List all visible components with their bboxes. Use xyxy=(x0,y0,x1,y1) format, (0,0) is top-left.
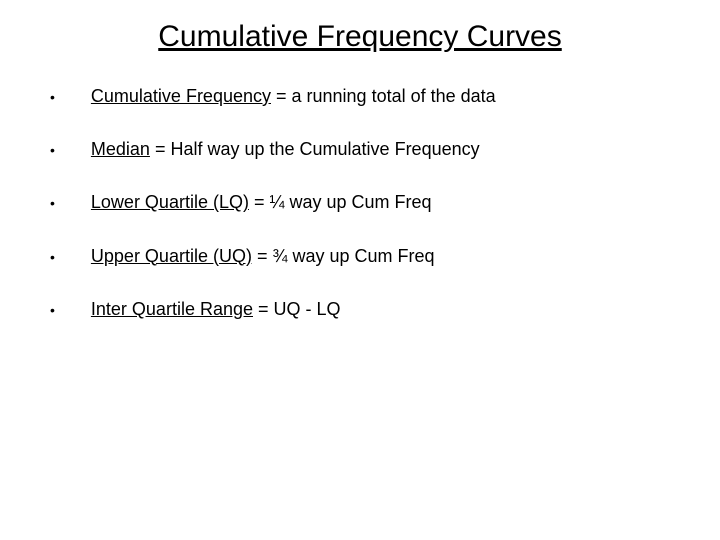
list-item: • Median = Half way up the Cumulative Fr… xyxy=(50,137,680,162)
list-item: • Inter Quartile Range = UQ - LQ xyxy=(50,297,680,322)
definition: = ¾ way up Cum Freq xyxy=(252,246,435,266)
slide-title: Cumulative Frequency Curves xyxy=(40,20,680,54)
definition: = a running total of the data xyxy=(271,86,496,106)
term: Lower Quartile (LQ) xyxy=(91,192,249,212)
list-item-text: Upper Quartile (UQ) = ¾ way up Cum Freq xyxy=(91,244,680,269)
list-item-text: Lower Quartile (LQ) = ¼ way up Cum Freq xyxy=(91,190,680,215)
list-item: • Lower Quartile (LQ) = ¼ way up Cum Fre… xyxy=(50,190,680,215)
list-item-text: Inter Quartile Range = UQ - LQ xyxy=(91,297,680,322)
term: Inter Quartile Range xyxy=(91,299,253,319)
definition: = ¼ way up Cum Freq xyxy=(249,192,432,212)
list-item: • Upper Quartile (UQ) = ¾ way up Cum Fre… xyxy=(50,244,680,269)
definition: = Half way up the Cumulative Frequency xyxy=(150,139,480,159)
term: Median xyxy=(91,139,150,159)
term: Cumulative Frequency xyxy=(91,86,271,106)
bullet-icon: • xyxy=(50,301,55,321)
list-item: • Cumulative Frequency = a running total… xyxy=(50,84,680,109)
bullet-icon: • xyxy=(50,88,55,108)
list-item-text: Cumulative Frequency = a running total o… xyxy=(91,84,680,109)
bullet-icon: • xyxy=(50,141,55,161)
list-item-text: Median = Half way up the Cumulative Freq… xyxy=(91,137,680,162)
bullet-icon: • xyxy=(50,194,55,214)
bullet-icon: • xyxy=(50,248,55,268)
definition-list: • Cumulative Frequency = a running total… xyxy=(40,84,680,322)
term: Upper Quartile (UQ) xyxy=(91,246,252,266)
definition: = UQ - LQ xyxy=(253,299,341,319)
